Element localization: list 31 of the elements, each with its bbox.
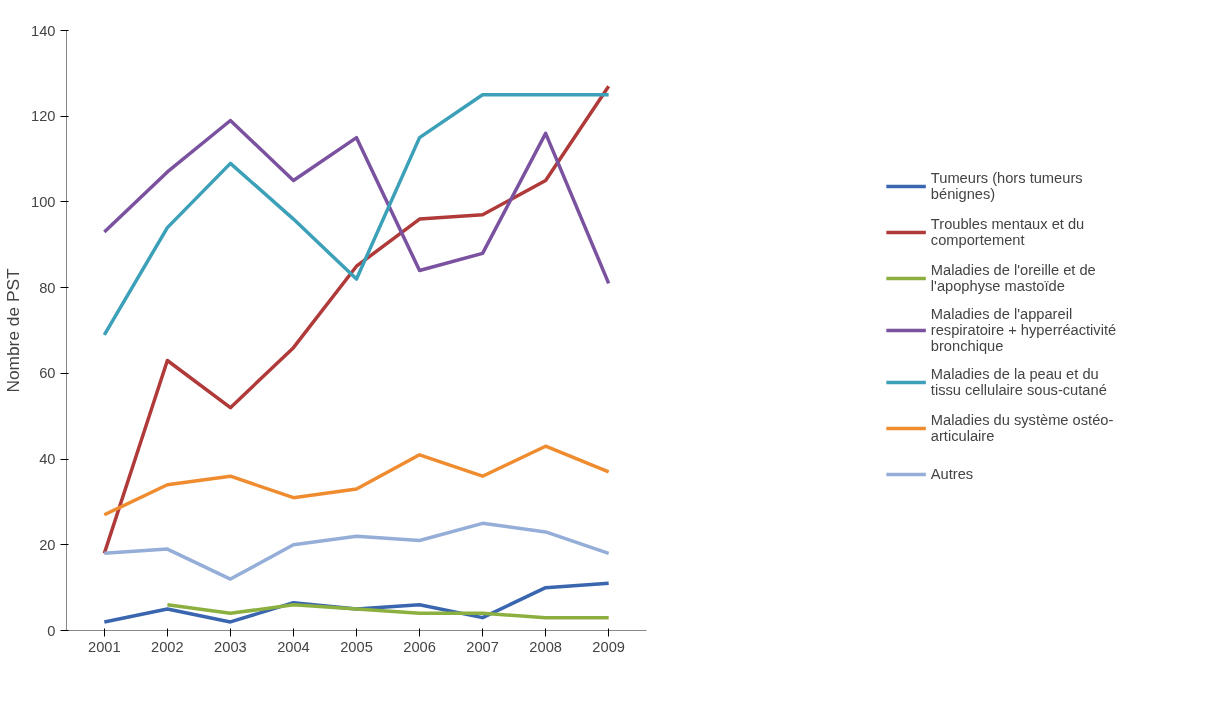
y-axis-title: Nombre de PST xyxy=(3,267,24,393)
y-tick-label: 80 xyxy=(39,279,56,296)
line-series xyxy=(102,521,611,581)
y-tick-label: 40 xyxy=(39,451,56,468)
x-tick-label: 2008 xyxy=(529,638,562,655)
legend-label: Maladies de l'oreille et de l'apophyse mastoïde xyxy=(930,261,1096,296)
legend-label: Maladies de l'appareil respiratoire + hyperréactivité bronchique xyxy=(930,306,1117,354)
legend-label: Maladies de la peau et du tissu cellulaire sous-cutané xyxy=(930,365,1107,400)
x-tick-label: 2005 xyxy=(340,638,373,655)
y-tick-label: 120 xyxy=(31,108,56,125)
legend-label: Autres xyxy=(930,465,974,484)
legend-label: Maladies du système ostéo-articulaire xyxy=(930,411,1114,446)
y-tick-label: 100 xyxy=(31,193,56,210)
line-series xyxy=(102,84,611,556)
line-series xyxy=(102,444,611,517)
y-tick-label: 140 xyxy=(31,22,56,39)
line-series xyxy=(102,118,611,286)
x-tick-label: 2009 xyxy=(592,638,625,655)
legend-label: Troubles mentaux et du comportement xyxy=(930,215,1085,250)
x-tick-label: 2007 xyxy=(466,638,499,655)
x-tick-label: 2006 xyxy=(403,638,436,655)
x-tick-label: 2002 xyxy=(151,638,184,655)
line-series xyxy=(165,603,611,620)
line-series xyxy=(102,93,611,337)
x-tick-label: 2003 xyxy=(214,638,247,655)
x-tick-label: 2001 xyxy=(88,638,121,655)
y-tick-label: 0 xyxy=(47,622,56,639)
y-tick-label: 60 xyxy=(39,365,56,382)
legend-label: Tumeurs (hors tumeurs bénignes) xyxy=(930,169,1083,204)
x-tick-label: 2004 xyxy=(277,638,310,655)
y-tick-label: 20 xyxy=(39,536,56,553)
